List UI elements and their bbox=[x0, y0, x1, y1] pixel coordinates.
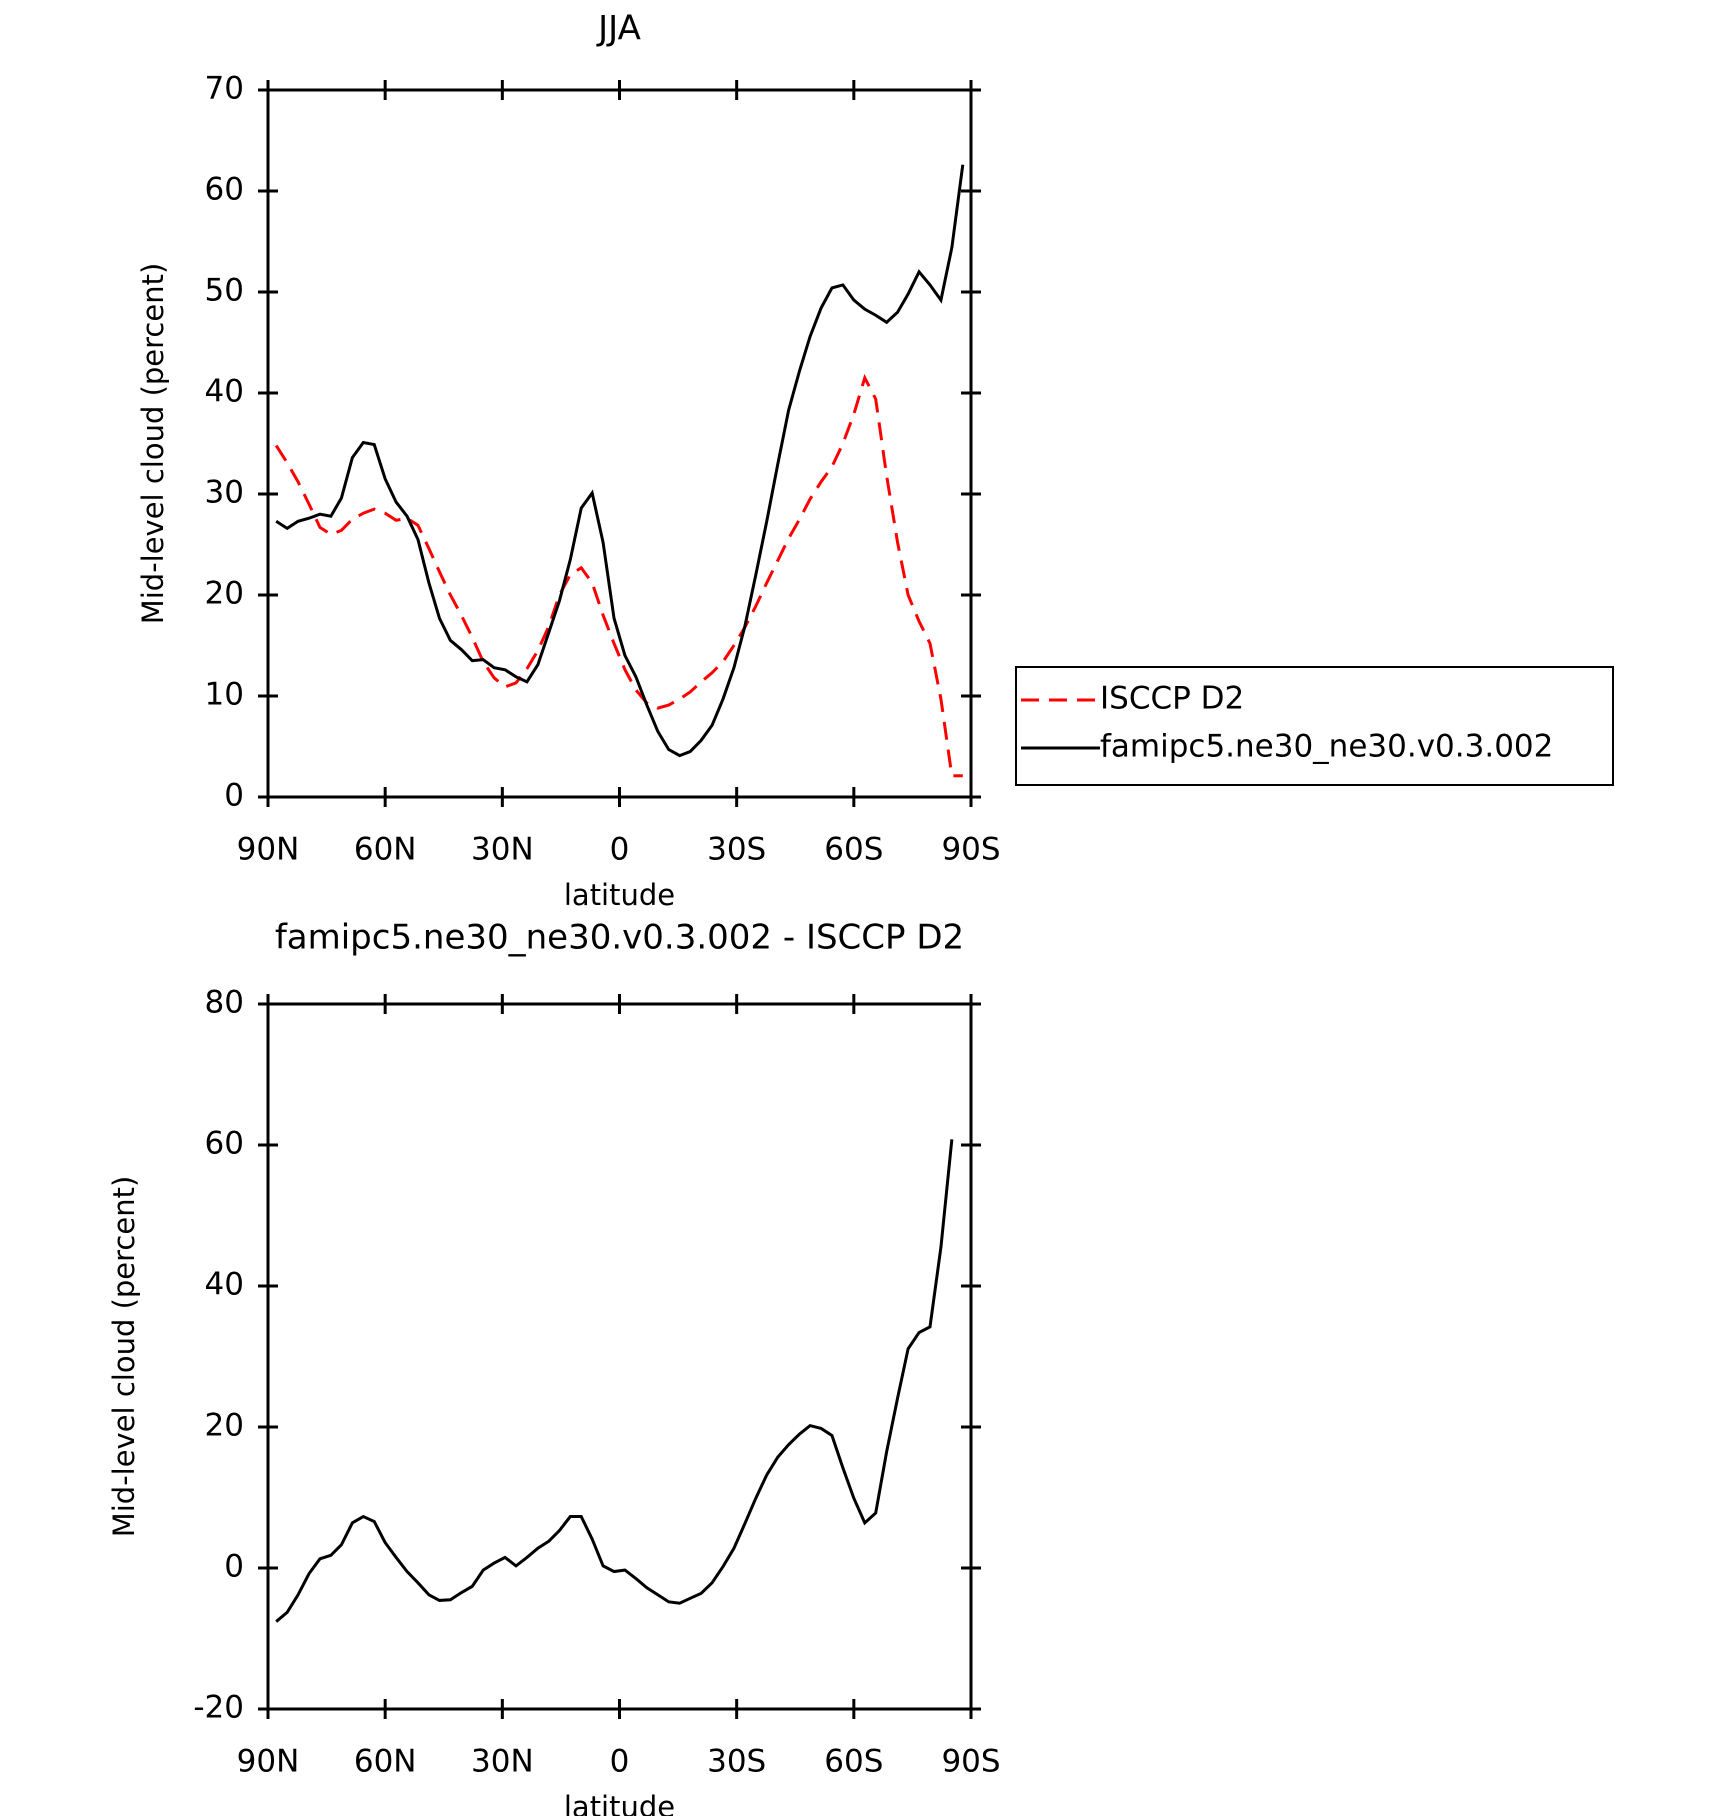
plot-frame bbox=[266, 1002, 973, 1711]
y-tick-label: 0 bbox=[224, 778, 244, 814]
x-axis-label: latitude bbox=[564, 878, 675, 912]
y-tick-label: 20 bbox=[205, 576, 244, 612]
x-tick-label: 90S bbox=[941, 1744, 1000, 1780]
legend-label: famipc5.ne30_ne30.v0.3.002 bbox=[1100, 729, 1553, 765]
x-tick-label: 0 bbox=[610, 832, 630, 868]
x-tick-label: 90S bbox=[941, 832, 1000, 868]
y-tick-label: 60 bbox=[205, 172, 244, 208]
legend-label: ISCCP D2 bbox=[1100, 681, 1244, 717]
y-tick-label: 0 bbox=[224, 1549, 244, 1585]
x-tick-label: 30S bbox=[707, 832, 766, 868]
y-tick-label: 70 bbox=[205, 71, 244, 107]
chart-title: famipc5.ne30_ne30.v0.3.002 - ISCCP D2 bbox=[275, 918, 964, 958]
legend-box bbox=[1015, 666, 1614, 786]
x-tick-label: 30N bbox=[471, 1744, 534, 1780]
x-tick-label: 30S bbox=[707, 1744, 766, 1780]
y-tick-label: 60 bbox=[205, 1126, 244, 1162]
data-line bbox=[275, 1139, 954, 1623]
x-tick-label: 60S bbox=[824, 1744, 883, 1780]
y-tick-label: -20 bbox=[193, 1690, 244, 1726]
data-line bbox=[274, 373, 963, 778]
x-tick-label: 60N bbox=[354, 832, 417, 868]
y-tick-label: 40 bbox=[205, 1267, 244, 1303]
x-axis-label: latitude bbox=[564, 1790, 675, 1816]
y-axis-label: Mid-level cloud (percent) bbox=[107, 1176, 141, 1538]
x-tick-label: 30N bbox=[471, 832, 534, 868]
y-tick-label: 80 bbox=[205, 985, 244, 1021]
y-tick-label: 30 bbox=[205, 475, 244, 511]
y-axis-label: Mid-level cloud (percent) bbox=[136, 263, 170, 625]
y-tick-label: 20 bbox=[205, 1408, 244, 1444]
y-tick-label: 50 bbox=[205, 273, 244, 309]
x-tick-label: 60S bbox=[824, 832, 883, 868]
x-tick-label: 90N bbox=[237, 832, 300, 868]
x-tick-label: 0 bbox=[610, 1744, 630, 1780]
y-tick-label: 40 bbox=[205, 374, 244, 410]
x-tick-label: 60N bbox=[354, 1744, 417, 1780]
data-line bbox=[275, 164, 965, 758]
chart-title: JJA bbox=[596, 9, 641, 49]
y-tick-label: 10 bbox=[205, 677, 244, 713]
x-tick-label: 90N bbox=[237, 1744, 300, 1780]
